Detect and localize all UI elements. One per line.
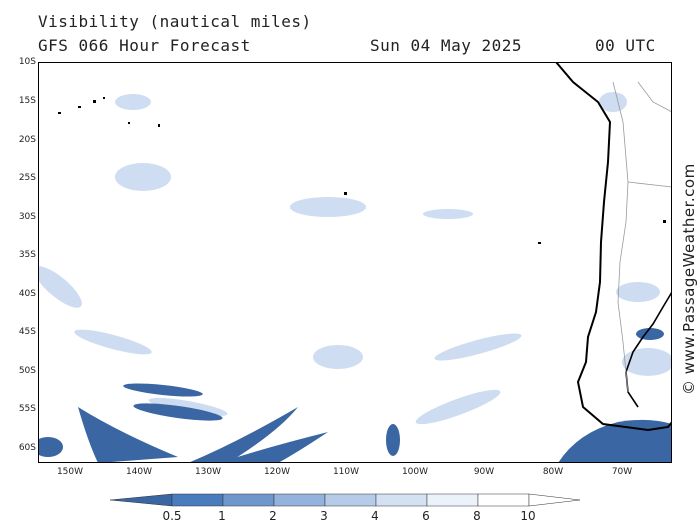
fog-patches-dark	[38, 328, 672, 463]
legend-swatch	[171, 493, 224, 507]
legend-label: 8	[473, 509, 481, 523]
lon-label: 150W	[56, 467, 84, 477]
lon-label: 90W	[473, 467, 495, 477]
legend-swatch	[426, 493, 479, 507]
legend-swatch	[324, 493, 377, 507]
legend-label: 1	[218, 509, 226, 523]
legend-swatch	[375, 493, 428, 507]
lon-label: 70W	[611, 467, 633, 477]
credit-watermark: © www.PassageWeather.com	[680, 163, 698, 395]
legend-label: 6	[422, 509, 430, 523]
fog-patches-light	[38, 92, 672, 425]
pacific-islands	[58, 97, 666, 244]
legend-swatch	[222, 493, 275, 507]
forecast-time: 00 UTC	[595, 36, 656, 55]
lon-label: 110W	[332, 467, 360, 477]
legend-label: 4	[371, 509, 379, 523]
lat-label: 20S	[18, 135, 36, 145]
legend-label: 3	[320, 509, 328, 523]
lat-label: 30S	[18, 212, 36, 222]
lon-label: 130W	[194, 467, 222, 477]
lon-label: 80W	[542, 467, 564, 477]
legend-label: 10	[520, 509, 536, 523]
lon-label: 120W	[263, 467, 291, 477]
lon-label: 140W	[125, 467, 153, 477]
lat-label: 60S	[18, 443, 36, 453]
lat-label: 45S	[18, 327, 36, 337]
lat-label: 25S	[18, 173, 36, 183]
forecast-date: Sun 04 May 2025	[370, 36, 522, 55]
visibility-legend	[110, 493, 581, 507]
legend-label: 2	[269, 509, 277, 523]
legend-cap-left	[110, 493, 173, 507]
lat-label: 55S	[18, 404, 36, 414]
forecast-model: GFS 066 Hour Forecast	[38, 36, 251, 55]
lat-label: 10S	[18, 57, 36, 67]
legend-swatch	[477, 493, 530, 507]
country-borders	[612, 81, 672, 393]
map-title: Visibility (nautical miles)	[38, 12, 312, 31]
legend-cap-right	[528, 493, 581, 507]
legend-swatch	[273, 493, 326, 507]
visibility-map	[38, 62, 672, 463]
south-america-coastline	[555, 62, 672, 432]
lat-label: 35S	[18, 250, 36, 260]
legend-label: 0.5	[162, 509, 182, 523]
lat-label: 50S	[18, 366, 36, 376]
lat-label: 15S	[18, 96, 36, 106]
lon-label: 100W	[401, 467, 429, 477]
lat-label: 40S	[18, 289, 36, 299]
